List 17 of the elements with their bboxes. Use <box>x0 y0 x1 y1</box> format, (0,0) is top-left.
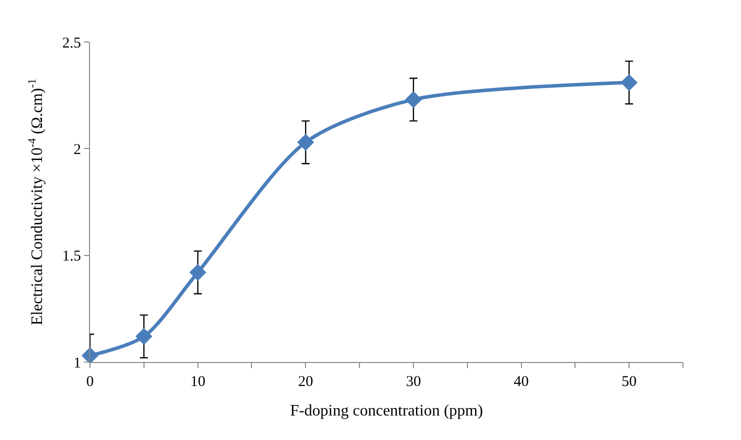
point <box>189 264 206 281</box>
y-tick-label: 2.5 <box>62 35 81 52</box>
x-tick-label: 10 <box>190 374 206 390</box>
point <box>135 328 152 345</box>
x-tick-label: 20 <box>298 374 314 390</box>
x-axis-title: F-doping concentration (ppm) <box>290 402 483 420</box>
point <box>405 91 422 108</box>
point <box>297 134 314 151</box>
y-tick-label: 1.5 <box>62 248 81 265</box>
point <box>82 347 98 364</box>
point <box>620 74 638 91</box>
y-tick-label: 1 <box>74 355 81 372</box>
x-tick-label: 50 <box>622 374 637 390</box>
x-tick-label: 0 <box>86 374 94 390</box>
x-tick-label: 30 <box>406 374 421 390</box>
x-tick-label: 40 <box>514 374 529 390</box>
y-tick-label: 2 <box>74 142 81 158</box>
